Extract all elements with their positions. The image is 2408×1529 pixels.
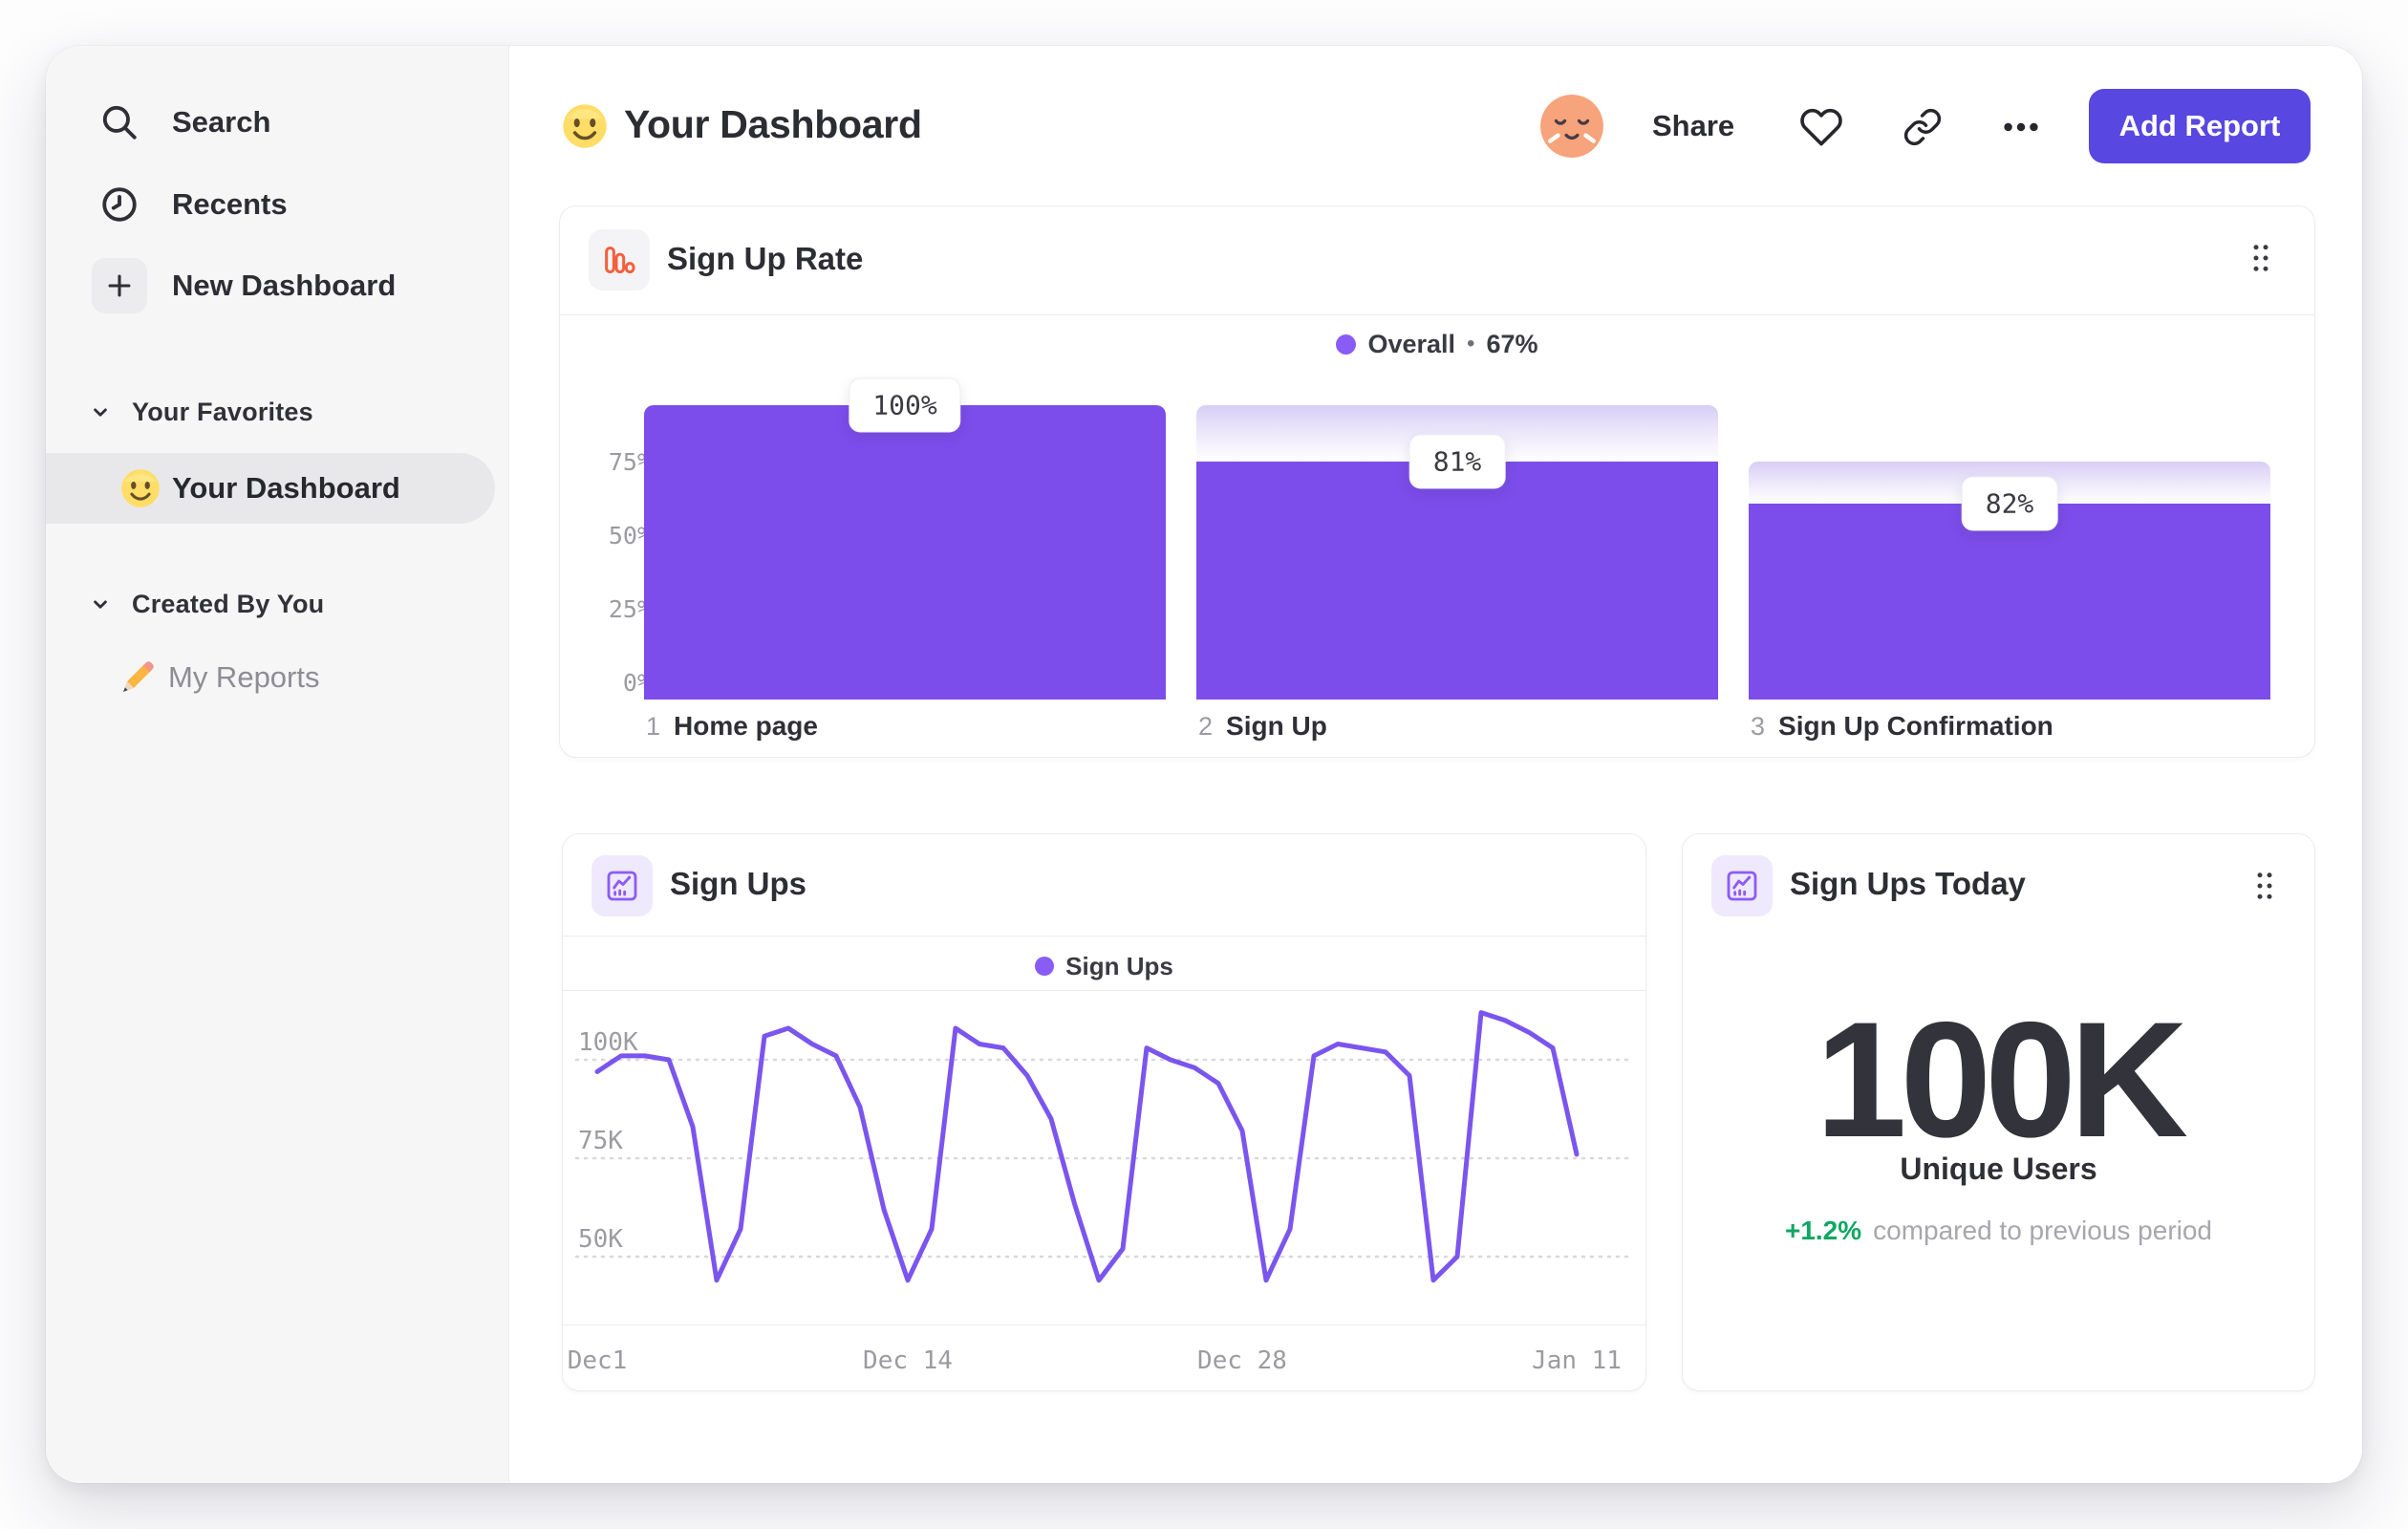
line-x-tick-label: Dec 28: [1197, 1346, 1287, 1375]
legend-value: 67%: [1486, 329, 1538, 358]
step-index: 3: [1751, 712, 1766, 741]
drag-handle-icon[interactable]: [2246, 861, 2284, 911]
line-legend[interactable]: Sign Ups: [563, 942, 1645, 990]
card-sign-up-rate: Sign Up Rate Overall • 67% 75% 50% 25% 0% 10…: [559, 205, 2315, 758]
funnel-legend[interactable]: Overall • 67%: [560, 323, 2314, 365]
page-title: Your Dashboard: [624, 102, 922, 146]
share-button[interactable]: Share: [1652, 109, 1735, 142]
line-chart-icon: [1711, 855, 1773, 916]
card-title: Sign Ups: [670, 866, 807, 901]
line-y-tick-label: 100K: [578, 1028, 638, 1057]
smiley-emoji-icon: [120, 468, 161, 508]
main-content: Your Dashboard Share: [509, 46, 2362, 1483]
delta-value: +1.2%: [1784, 1216, 1862, 1245]
step-name: Home page: [674, 711, 818, 741]
line-x-tick-label: Dec1: [567, 1346, 628, 1375]
legend-label: Overall: [1367, 329, 1456, 358]
divider: [563, 990, 1645, 991]
step-index: 2: [1198, 712, 1214, 741]
chevron-down-icon: [94, 408, 107, 417]
funnel-bar[interactable]: [644, 405, 1166, 700]
stat-value: 100K: [1815, 988, 2188, 1172]
card-header: Sign Up Rate: [560, 206, 2314, 314]
card-title: Sign Ups Today: [1790, 866, 2026, 901]
line-chart-icon: [591, 855, 653, 916]
copy-link-icon[interactable]: [1901, 105, 1945, 149]
sidebar-section-created-by-you[interactable]: Created By You: [88, 583, 324, 625]
sidebar-item-your-dashboard[interactable]: Your Dashboard: [46, 453, 495, 524]
line-y-tick-label: 50K: [578, 1225, 623, 1254]
recents-clock-icon: [98, 183, 140, 226]
funnel-y-tick-label: 0%: [622, 669, 652, 697]
funnel-y-tick-label: 50%: [608, 522, 652, 549]
app-window: Search Recents New Dashboard Your Favori…: [46, 46, 2362, 1483]
x-axis-line: [563, 1324, 1645, 1325]
sidebar-item-my-reports[interactable]: My Reports: [46, 646, 495, 709]
sidebar-item-label: New Dashboard: [172, 269, 397, 302]
plus-icon: [92, 258, 147, 313]
smiley-emoji-icon: [562, 103, 608, 149]
card-header: Sign Ups Today: [1683, 834, 2314, 942]
sidebar-item-label: My Reports: [168, 660, 320, 694]
legend-dot: [1336, 334, 1357, 355]
avatar[interactable]: [1540, 95, 1603, 158]
chevron-down-icon: [94, 600, 107, 609]
stat-delta-row: +1.2% compared to previous period: [1683, 1216, 2314, 1246]
signups-line-series: [594, 1010, 1580, 1283]
line-plot: [574, 1010, 1635, 1283]
drag-handle-icon[interactable]: [2242, 233, 2280, 283]
funnel-chart-icon: [589, 229, 650, 291]
funnel-y-tick-label: 25%: [608, 595, 652, 623]
more-options-icon[interactable]: [1999, 105, 2043, 149]
sidebar-item-label: Search: [172, 105, 271, 139]
legend-label: Sign Ups: [1065, 951, 1173, 980]
stat-metric-label: Unique Users: [1900, 1152, 2097, 1186]
funnel-step-label: 3 Sign Up Confirmation: [1751, 711, 2053, 742]
step-name: Sign Up: [1226, 711, 1327, 741]
funnel-step-label: 2 Sign Up: [1198, 711, 1327, 742]
search-icon: [98, 101, 140, 143]
line-x-tick-label: Dec 14: [863, 1346, 953, 1375]
card-title: Sign Up Rate: [667, 241, 864, 276]
section-title: Your Favorites: [132, 397, 313, 426]
card-sign-ups: Sign Ups Sign Ups 100K 75K 50K Dec1 Dec 14 D…: [562, 833, 1646, 1391]
pencil-emoji-icon: [118, 658, 157, 697]
favorite-heart-icon[interactable]: [1799, 105, 1843, 149]
legend-separator: •: [1467, 331, 1475, 356]
divider: [560, 314, 2314, 315]
legend-dot: [1035, 957, 1055, 976]
funnel-value-chip: 81%: [1408, 434, 1506, 489]
sidebar: Search Recents New Dashboard Your Favori…: [46, 46, 509, 1483]
delta-caption: compared to previous period: [1873, 1216, 2213, 1245]
step-name: Sign Up Confirmation: [1778, 711, 2053, 741]
funnel-y-tick-label: 75%: [608, 448, 652, 476]
line-y-tick-label: 75K: [578, 1127, 623, 1155]
page-header: Your Dashboard Share: [509, 84, 2362, 170]
funnel-step-label: 1 Home page: [646, 711, 818, 742]
sidebar-item-label: Your Dashboard: [172, 471, 400, 505]
card-sign-ups-today: Sign Ups Today 100K Unique Users +1.2% co…: [1682, 833, 2315, 1391]
funnel-value-chip: 100%: [849, 377, 961, 433]
divider: [563, 936, 1645, 937]
funnel-value-chip: 82%: [1961, 476, 2058, 531]
sidebar-section-your-favorites[interactable]: Your Favorites: [88, 391, 313, 433]
card-header: Sign Ups: [563, 834, 1645, 936]
line-x-tick-label: Jan 11: [1532, 1346, 1622, 1375]
section-title: Created By You: [132, 589, 325, 618]
step-index: 1: [646, 712, 661, 741]
funnel-bar[interactable]: [1749, 504, 2270, 700]
sidebar-item-label: Recents: [172, 187, 288, 221]
funnel-bar[interactable]: [1196, 461, 1718, 700]
add-report-button[interactable]: Add Report: [2089, 89, 2311, 163]
